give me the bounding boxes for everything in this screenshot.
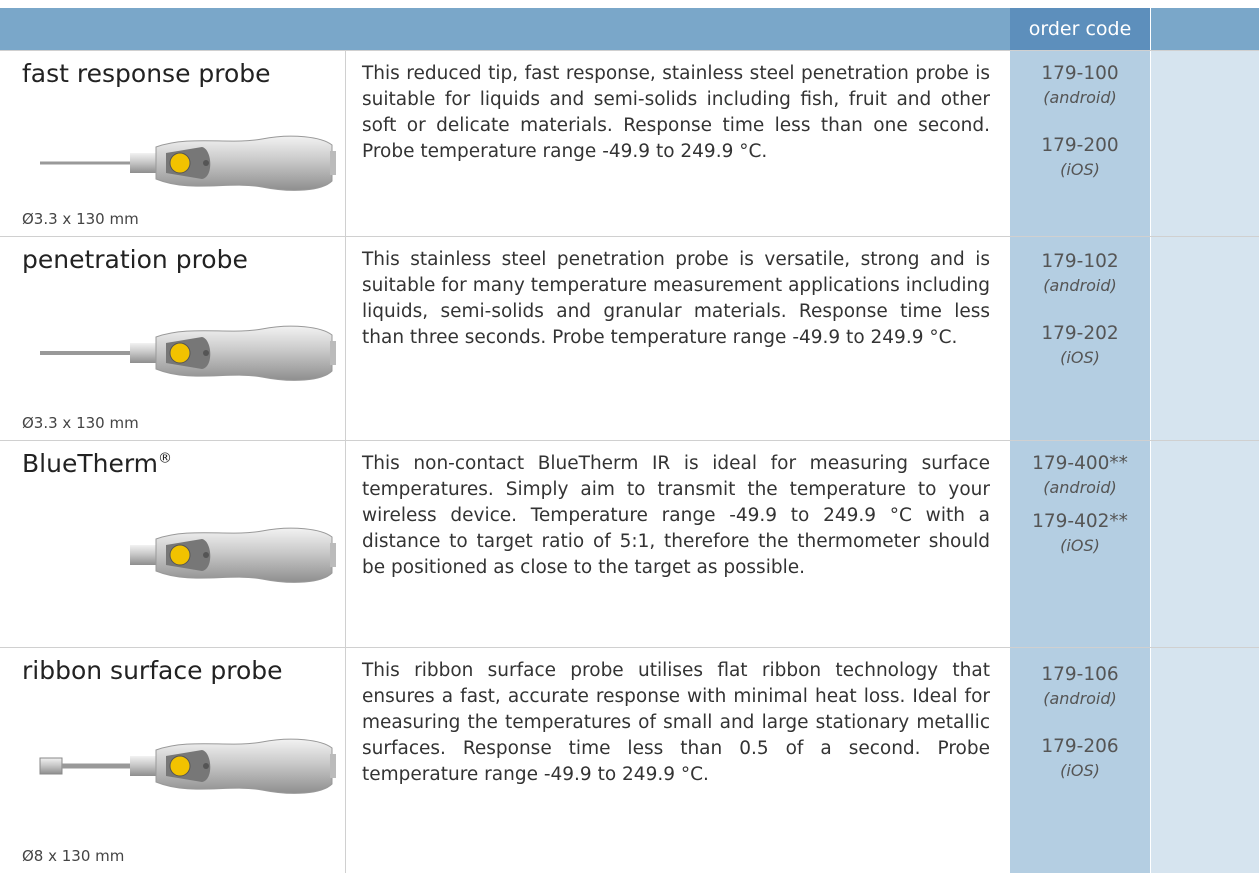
code: 179-402** bbox=[1032, 511, 1128, 532]
description: This non-contact BlueTherm IR is ideal f… bbox=[362, 453, 990, 578]
probe-image bbox=[40, 123, 340, 203]
code: 179-102 bbox=[1041, 251, 1119, 272]
order-codes: 179-106 (android) 179-206 (iOS) bbox=[1010, 648, 1150, 873]
header-bar bbox=[0, 8, 1010, 50]
header-bar bbox=[1151, 8, 1259, 50]
platform: (android) bbox=[1043, 478, 1117, 497]
trademark: ® bbox=[158, 450, 173, 467]
row: ribbon surface probe Ø8 x 130 mm This ri… bbox=[0, 647, 1259, 873]
probe-image bbox=[30, 515, 340, 595]
code: 179-200 bbox=[1041, 135, 1119, 156]
cell: BlueTherm® bbox=[0, 441, 346, 647]
platform: (iOS) bbox=[1060, 536, 1100, 555]
row: penetration probe Ø3.3 x 130 mm This sta… bbox=[0, 236, 1259, 440]
probe-size: Ø8 x 130 mm bbox=[22, 847, 125, 865]
platform: (android) bbox=[1043, 276, 1117, 295]
code: 179-106 bbox=[1041, 664, 1119, 685]
cell: penetration probe Ø3.3 x 130 mm bbox=[0, 237, 346, 440]
cell: ribbon surface probe Ø8 x 130 mm bbox=[0, 648, 346, 873]
probe-name: penetration probe bbox=[22, 245, 248, 274]
row: BlueTherm® This non-contact BlueTherm IR… bbox=[0, 440, 1259, 647]
cell: This non-contact BlueTherm IR is ideal f… bbox=[346, 441, 1010, 647]
description: This stainless steel penetration probe i… bbox=[362, 249, 990, 348]
platform: (android) bbox=[1043, 88, 1117, 107]
order-codes: 179-400** (android) 179-402** (iOS) bbox=[1010, 441, 1150, 647]
platform: (iOS) bbox=[1060, 348, 1100, 367]
probe-size: Ø3.3 x 130 mm bbox=[22, 210, 139, 228]
order-code-header: order code bbox=[1010, 8, 1150, 50]
probe-size: Ø3.3 x 130 mm bbox=[22, 414, 139, 432]
platform: (android) bbox=[1043, 689, 1117, 708]
cell bbox=[1151, 648, 1259, 873]
probe-name: fast response probe bbox=[22, 59, 271, 88]
probe-image bbox=[40, 313, 340, 393]
description: This reduced tip, fast response, stainle… bbox=[362, 63, 990, 162]
cell: fast response probe Ø3.3 x 130 mm bbox=[0, 51, 346, 236]
probe-name: BlueTherm® bbox=[22, 449, 172, 478]
cell: This reduced tip, fast response, stainle… bbox=[346, 51, 1010, 236]
name-text: BlueTherm bbox=[22, 449, 159, 478]
code: 179-400** bbox=[1032, 453, 1128, 474]
code: 179-100 bbox=[1041, 63, 1119, 84]
cell bbox=[1151, 441, 1259, 647]
order-codes: 179-102 (android) 179-202 (iOS) bbox=[1010, 237, 1150, 440]
code: 179-206 bbox=[1041, 736, 1119, 757]
platform: (iOS) bbox=[1060, 160, 1100, 179]
cell bbox=[1151, 237, 1259, 440]
cell: This stainless steel penetration probe i… bbox=[346, 237, 1010, 440]
probe-name: ribbon surface probe bbox=[22, 656, 283, 685]
probe-image bbox=[39, 726, 340, 806]
description: This ribbon surface probe utilises flat … bbox=[362, 660, 990, 785]
row: fast response probe Ø3.3 x 130 mm This r… bbox=[0, 50, 1259, 236]
order-codes: 179-100 (android) 179-200 (iOS) bbox=[1010, 51, 1150, 236]
code: 179-202 bbox=[1041, 323, 1119, 344]
cell: This ribbon surface probe utilises flat … bbox=[346, 648, 1010, 873]
cell bbox=[1151, 51, 1259, 236]
platform: (iOS) bbox=[1060, 761, 1100, 780]
